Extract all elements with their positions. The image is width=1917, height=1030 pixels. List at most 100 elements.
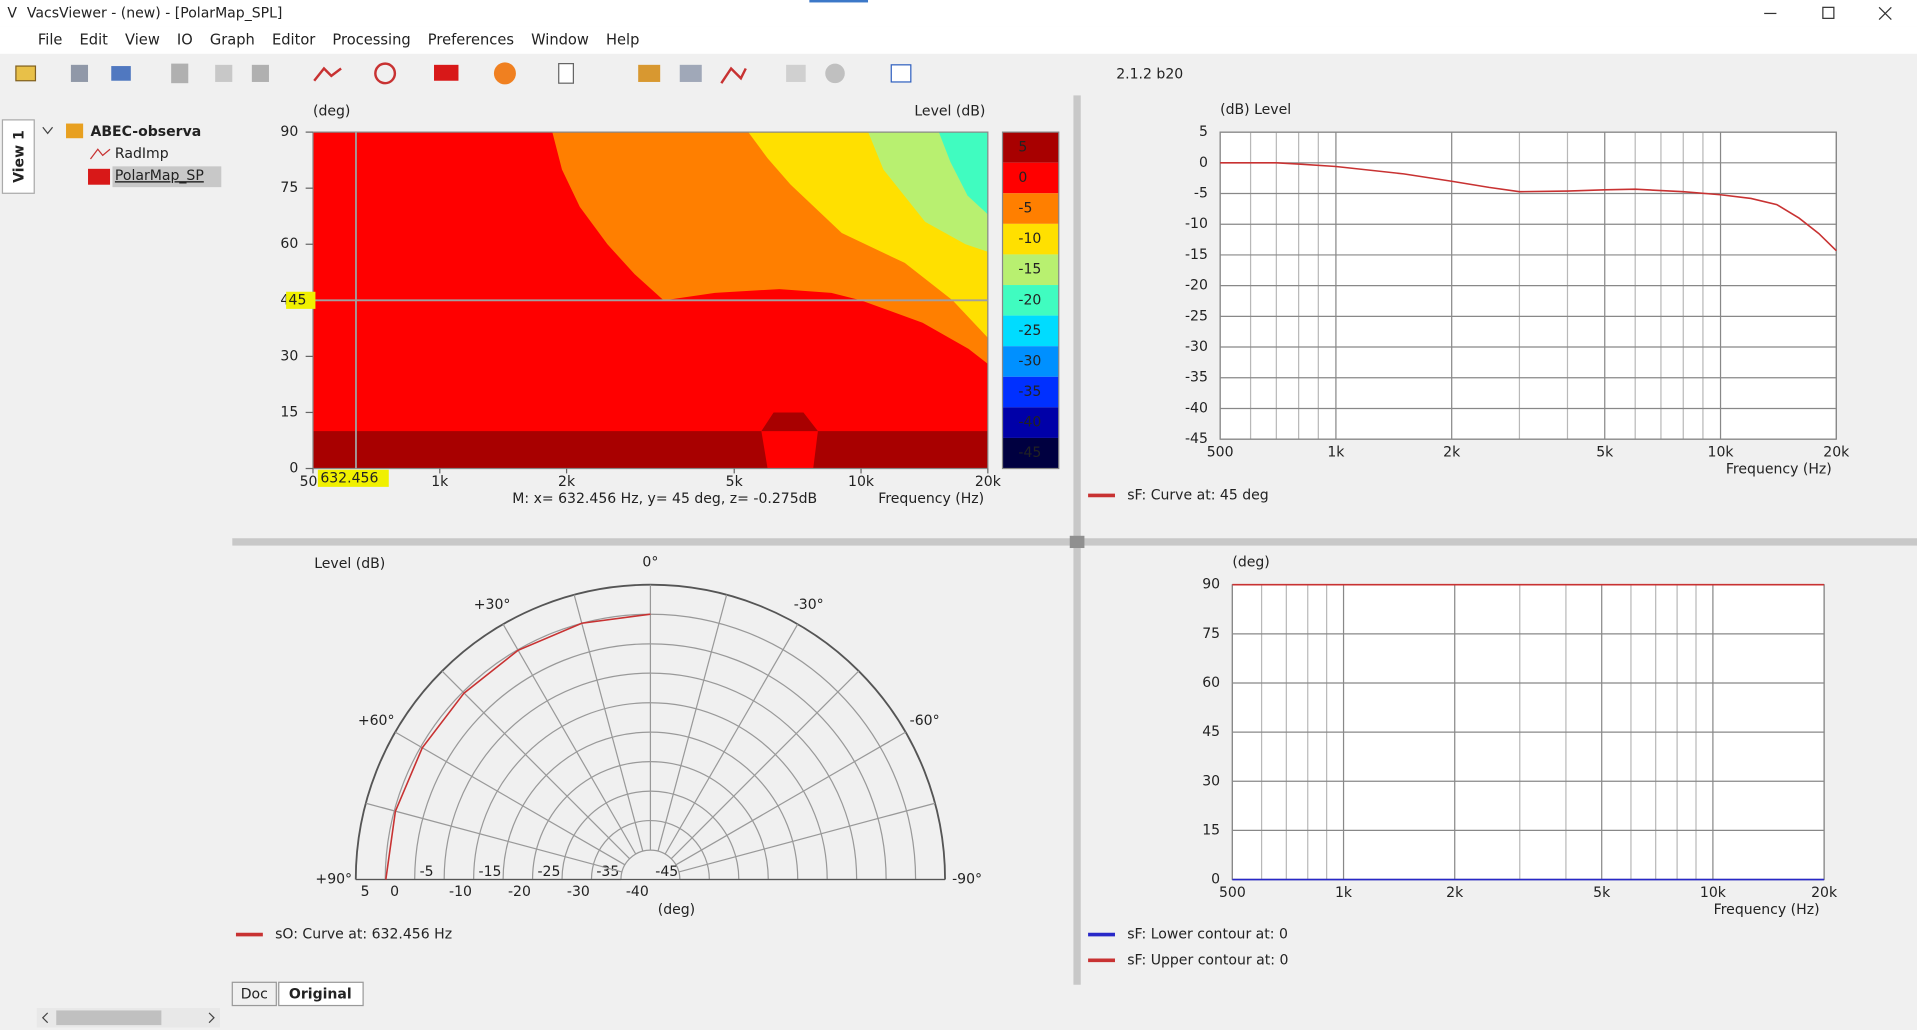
cursor-y-badge [286, 291, 316, 309]
menu-item[interactable]: Editor [272, 31, 316, 48]
radial-tick-label: -15 [479, 864, 502, 880]
tree-icon[interactable] [171, 63, 189, 84]
colorbar-label: -5 [1018, 201, 1032, 217]
y-axis-label: (deg) [313, 103, 350, 119]
radial-tick-label: 0 [390, 884, 399, 900]
title-bar [0, 0, 1917, 27]
menu-item[interactable]: Preferences [428, 31, 514, 48]
menu-item[interactable]: View [125, 31, 160, 48]
polar-icon[interactable] [374, 62, 397, 85]
menu-item[interactable]: Processing [332, 31, 410, 48]
tree-item[interactable]: PolarMap_SP [115, 168, 204, 184]
save-icon[interactable] [70, 64, 89, 82]
scrollbar-thumb[interactable] [56, 1010, 162, 1026]
copy-icon[interactable] [215, 64, 233, 82]
menu-item[interactable]: Edit [80, 31, 109, 48]
y-axis-label: Level (dB) [314, 556, 385, 572]
open-icon[interactable] [15, 65, 37, 82]
x-tick-label: 5k [1596, 445, 1614, 461]
tree-item[interactable]: RadImp [115, 146, 169, 162]
colorbar-band [1002, 162, 1059, 194]
tool-icon-2[interactable] [679, 64, 702, 82]
x-axis-label: Frequency (Hz) [878, 491, 984, 507]
menu-item[interactable]: Graph [210, 31, 255, 48]
line-graph-icon[interactable] [313, 66, 342, 82]
tab-active[interactable] [278, 981, 364, 1007]
angle-grid [573, 594, 644, 852]
tab[interactable] [231, 981, 277, 1007]
cursor-x-badge [317, 469, 389, 487]
map-icon[interactable] [434, 64, 459, 81]
tree-root-icon [66, 123, 84, 139]
layout-icon[interactable] [890, 64, 912, 83]
view-tab-label: View 1 [12, 130, 28, 183]
scroll-arrows[interactable] [41, 1012, 215, 1024]
radial-tick-label: -25 [537, 864, 560, 880]
tool-icon-1[interactable] [638, 64, 661, 82]
page-icon[interactable] [558, 62, 574, 84]
tab-label: Original [289, 987, 352, 1003]
y-tick-label: 30 [280, 348, 298, 364]
y-tick-label: -10 [1185, 216, 1208, 232]
colorbar-band [1002, 315, 1059, 347]
angle-grid [441, 670, 631, 860]
menu-item[interactable]: IO [177, 31, 193, 48]
y-tick-label: 0 [1211, 872, 1220, 888]
colorbar-band [1002, 223, 1059, 255]
y-tick-label: -40 [1185, 400, 1208, 416]
menu-item[interactable]: Help [606, 31, 639, 48]
contour-region [761, 431, 818, 469]
colorbar-label: -45 [1018, 445, 1041, 461]
y-tick-label: 75 [280, 180, 298, 196]
y-tick-label: -25 [1185, 308, 1208, 324]
angle-grid [670, 670, 860, 860]
tree-expander[interactable] [42, 126, 54, 135]
y-tick-label: 15 [1202, 822, 1220, 838]
tool-icon-3[interactable] [720, 66, 747, 84]
y-tick-label: 90 [1202, 577, 1220, 593]
angle-grid [678, 802, 936, 873]
legend-label: sF: Upper contour at: 0 [1127, 952, 1288, 968]
colorbar-band [1002, 437, 1059, 469]
tab-label: Doc [241, 987, 268, 1003]
angle-tick-label: 0° [642, 555, 658, 571]
radial-tick-label: -35 [596, 864, 619, 880]
y-tick-label: 30 [1202, 773, 1220, 789]
colorbar-band [1002, 132, 1059, 163]
y-tick-label: 60 [280, 236, 298, 252]
y-tick-label: 15 [280, 404, 298, 420]
colorbar-band [1002, 285, 1059, 316]
x-tick-label: 1k [1327, 445, 1345, 461]
y-tick-label: 90 [280, 124, 298, 140]
radial-grid [620, 849, 681, 880]
tool-icon-4[interactable] [786, 64, 806, 82]
stop-icon[interactable] [825, 63, 845, 84]
z-axis-label: Level (dB) [914, 103, 985, 119]
close-button[interactable] [1878, 6, 1892, 21]
colorbar-label: -35 [1018, 384, 1041, 400]
window-title: VacsViewer - (new) - [PolarMap_SPL] [27, 5, 283, 21]
cursor-y-label: 45 [289, 292, 307, 308]
radial-tick-label: -45 [655, 864, 678, 880]
colorbar-label: -30 [1018, 353, 1041, 369]
restore-button[interactable] [1822, 6, 1835, 19]
view-tab[interactable] [1, 119, 35, 194]
x-axis-label: (deg) [658, 902, 695, 918]
app-icon: V [7, 5, 17, 21]
tree-root[interactable]: ABEC-observa [90, 124, 201, 140]
y-tick-label: 5 [1199, 124, 1208, 140]
contour-region [938, 132, 988, 215]
radial-tick-label: -10 [449, 884, 472, 900]
angle-grid [657, 594, 728, 852]
y-tick-label: -35 [1185, 370, 1208, 386]
x-tick-label: 2k [1443, 445, 1461, 461]
print-icon[interactable] [111, 66, 131, 81]
angle-grid [664, 623, 799, 855]
balloon-icon[interactable] [493, 62, 516, 85]
menu-bar [0, 26, 1917, 54]
menu-item[interactable]: Window [531, 31, 589, 48]
radial-tick-label: -30 [567, 884, 590, 900]
splitter-handle[interactable] [1069, 535, 1085, 549]
paste-icon[interactable] [251, 64, 269, 82]
menu-item[interactable]: File [38, 31, 63, 48]
